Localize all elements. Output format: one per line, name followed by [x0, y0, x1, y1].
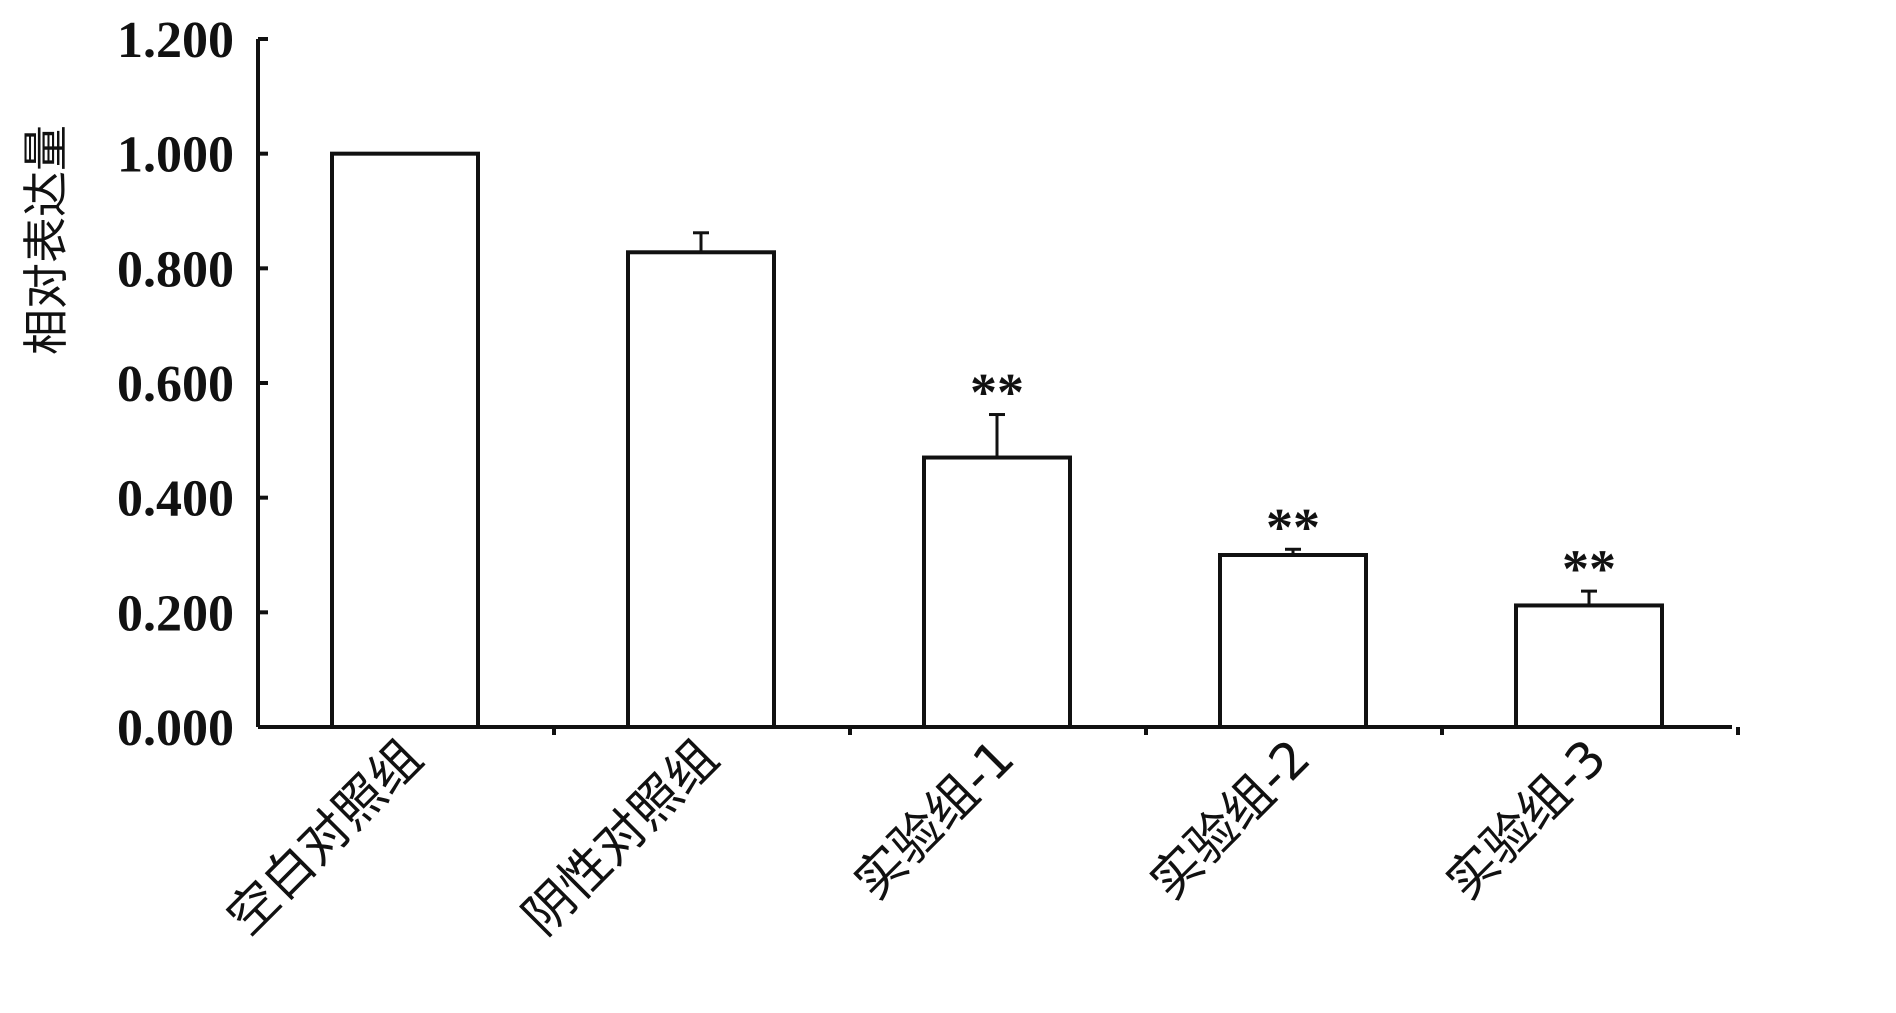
y-axis: 0.000 0.200 0.400 0.600 0.800 1.000 1.200 [117, 12, 268, 757]
bar [626, 250, 776, 729]
category-label: 实验组-1 [843, 728, 1025, 910]
bars [330, 151, 1664, 729]
category-label: 空白对照组 [216, 728, 434, 946]
y-tick-label: 0.800 [117, 241, 234, 298]
category-label: 实验组-2 [1139, 728, 1321, 910]
bar [1218, 553, 1368, 729]
category-label: 实验组-3 [1435, 728, 1617, 910]
significance-marker: ** [1562, 539, 1616, 599]
y-tick-label: 0.000 [117, 700, 234, 757]
y-tick-label: 0.600 [117, 356, 234, 413]
y-tick-label: 1.200 [117, 12, 234, 69]
category-label: 阴性对照组 [512, 728, 730, 946]
significance-marker: ** [970, 363, 1024, 423]
bar [330, 151, 480, 729]
error-bars [693, 231, 1597, 606]
y-tick-label: 0.200 [117, 585, 234, 642]
y-tick-label: 0.400 [117, 471, 234, 528]
significance-marker: ** [1266, 497, 1320, 557]
y-axis-title: 相对表达量 [19, 125, 73, 355]
y-tick-label: 1.000 [117, 127, 234, 184]
bar [922, 455, 1072, 729]
bar [1514, 603, 1664, 729]
significance-markers: ** ** ** [970, 363, 1616, 600]
category-labels: 空白对照组 阴性对照组 实验组-1 实验组-2 实验组-3 [216, 728, 1618, 946]
